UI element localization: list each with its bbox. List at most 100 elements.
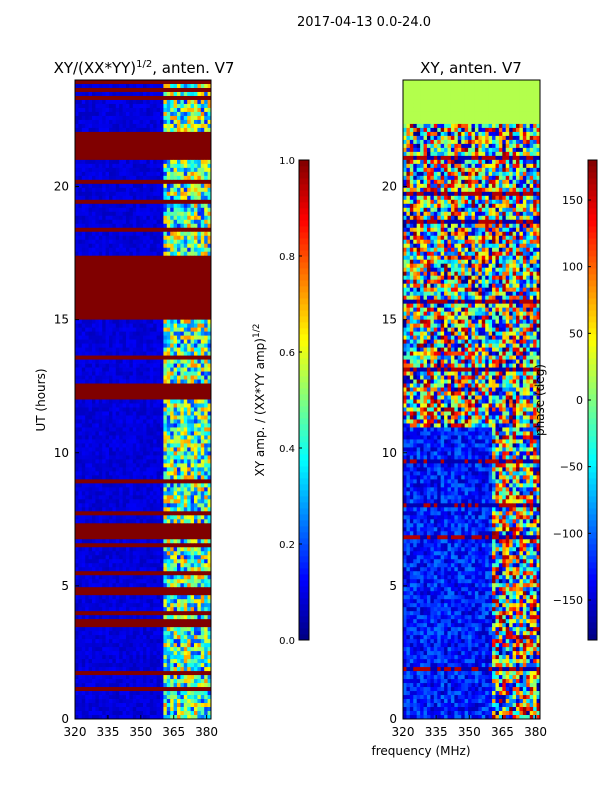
heatmap-cell	[153, 411, 157, 416]
heatmap-cell	[115, 567, 120, 572]
heatmap-cell	[200, 155, 205, 161]
heatmap-cell	[95, 475, 100, 480]
heatmap-cell	[115, 307, 120, 313]
heatmap-cell	[180, 115, 185, 121]
heatmap-cell	[75, 407, 79, 412]
heatmap-cell	[173, 251, 178, 257]
heatmap-cell	[170, 327, 174, 332]
heatmap-cell	[146, 351, 151, 356]
heatmap-cell	[132, 243, 137, 249]
heatmap-cell	[109, 283, 113, 289]
heatmap-cell	[166, 551, 171, 556]
heatmap-cell	[204, 207, 208, 213]
heatmap-cell	[207, 375, 212, 380]
heatmap-cell	[122, 135, 127, 141]
heatmap-cell	[149, 287, 154, 293]
heatmap-cell	[190, 91, 195, 97]
heatmap-cell	[187, 507, 191, 512]
heatmap-cell	[177, 519, 181, 524]
heatmap-cell	[78, 399, 83, 404]
heatmap-cell	[170, 339, 174, 344]
heatmap-cell	[105, 115, 110, 121]
heatmap-cell	[143, 563, 147, 568]
heatmap-cell	[160, 547, 164, 552]
heatmap-cell	[204, 287, 208, 293]
heatmap-cell	[146, 175, 151, 181]
heatmap-cell	[88, 183, 93, 189]
heatmap-cell	[112, 479, 117, 484]
heatmap-cell	[122, 187, 127, 193]
heatmap-cell	[85, 275, 89, 281]
heatmap-cell	[88, 555, 93, 560]
heatmap-cell	[197, 111, 202, 117]
heatmap-cell	[166, 251, 171, 257]
heatmap-cell	[75, 243, 79, 249]
heatmap-cell	[166, 271, 171, 277]
heatmap-cell	[115, 263, 120, 269]
heatmap-cell	[200, 331, 205, 336]
heatmap-cell	[126, 147, 130, 153]
heatmap-cell	[190, 171, 195, 177]
heatmap-cell	[166, 535, 171, 540]
heatmap-cell	[102, 503, 106, 508]
heatmap-cell	[187, 491, 191, 496]
heatmap-cell	[166, 387, 171, 392]
heatmap-cell	[173, 207, 178, 213]
heatmap-cell	[170, 483, 174, 488]
heatmap-cell	[122, 443, 127, 448]
heatmap-cell	[81, 355, 86, 360]
heatmap-cell	[183, 99, 188, 105]
heatmap-cell	[136, 423, 140, 428]
heatmap-cell	[132, 519, 137, 524]
heatmap-cell	[109, 315, 113, 321]
heatmap-cell	[194, 303, 198, 309]
heatmap-cell	[146, 179, 151, 185]
heatmap-cell	[112, 567, 117, 572]
heatmap-cell	[126, 179, 130, 185]
heatmap-cell	[136, 347, 140, 352]
heatmap-cell	[105, 159, 110, 165]
heatmap-cell	[132, 131, 137, 137]
heatmap-cell	[95, 135, 100, 141]
heatmap-cell	[88, 271, 93, 277]
heatmap-cell	[207, 199, 212, 205]
heatmap-cell	[149, 455, 154, 460]
heatmap-cell	[109, 347, 113, 352]
heatmap-cell	[153, 379, 157, 384]
heatmap-cell	[75, 267, 79, 273]
heatmap-cell	[153, 115, 157, 121]
heatmap-cell	[146, 451, 151, 456]
heatmap-cell	[102, 399, 106, 404]
heatmap-cell	[129, 515, 134, 520]
heatmap-cell	[183, 423, 188, 428]
heatmap-cell	[156, 207, 161, 213]
heatmap-cell	[92, 407, 96, 412]
heatmap-cell	[126, 83, 130, 89]
heatmap-cell	[197, 127, 202, 133]
heatmap-cell	[98, 531, 103, 536]
heatmap-cell	[170, 115, 174, 121]
heatmap-cell	[163, 239, 168, 245]
heatmap-cell	[200, 443, 205, 448]
heatmap-cell	[115, 271, 120, 277]
heatmap-cell	[112, 387, 117, 392]
heatmap-cell	[187, 403, 191, 408]
heatmap-cell	[149, 99, 154, 105]
heatmap-cell	[126, 407, 130, 412]
heatmap-cell	[187, 187, 191, 193]
heatmap-cell	[207, 315, 212, 321]
heatmap-cell	[122, 383, 127, 388]
heatmap-cell	[173, 279, 178, 285]
heatmap-cell	[166, 403, 171, 408]
heatmap-cell	[112, 443, 117, 448]
heatmap-cell	[98, 111, 103, 117]
heatmap-cell	[153, 547, 157, 552]
heatmap-cell	[122, 375, 127, 380]
heatmap-cell	[126, 519, 130, 524]
heatmap-cell	[78, 179, 83, 185]
heatmap-cell	[119, 107, 123, 113]
heatmap-cell	[160, 467, 164, 472]
heatmap-cell	[207, 303, 212, 309]
heatmap-cell	[156, 503, 161, 508]
heatmap-cell	[81, 419, 86, 424]
